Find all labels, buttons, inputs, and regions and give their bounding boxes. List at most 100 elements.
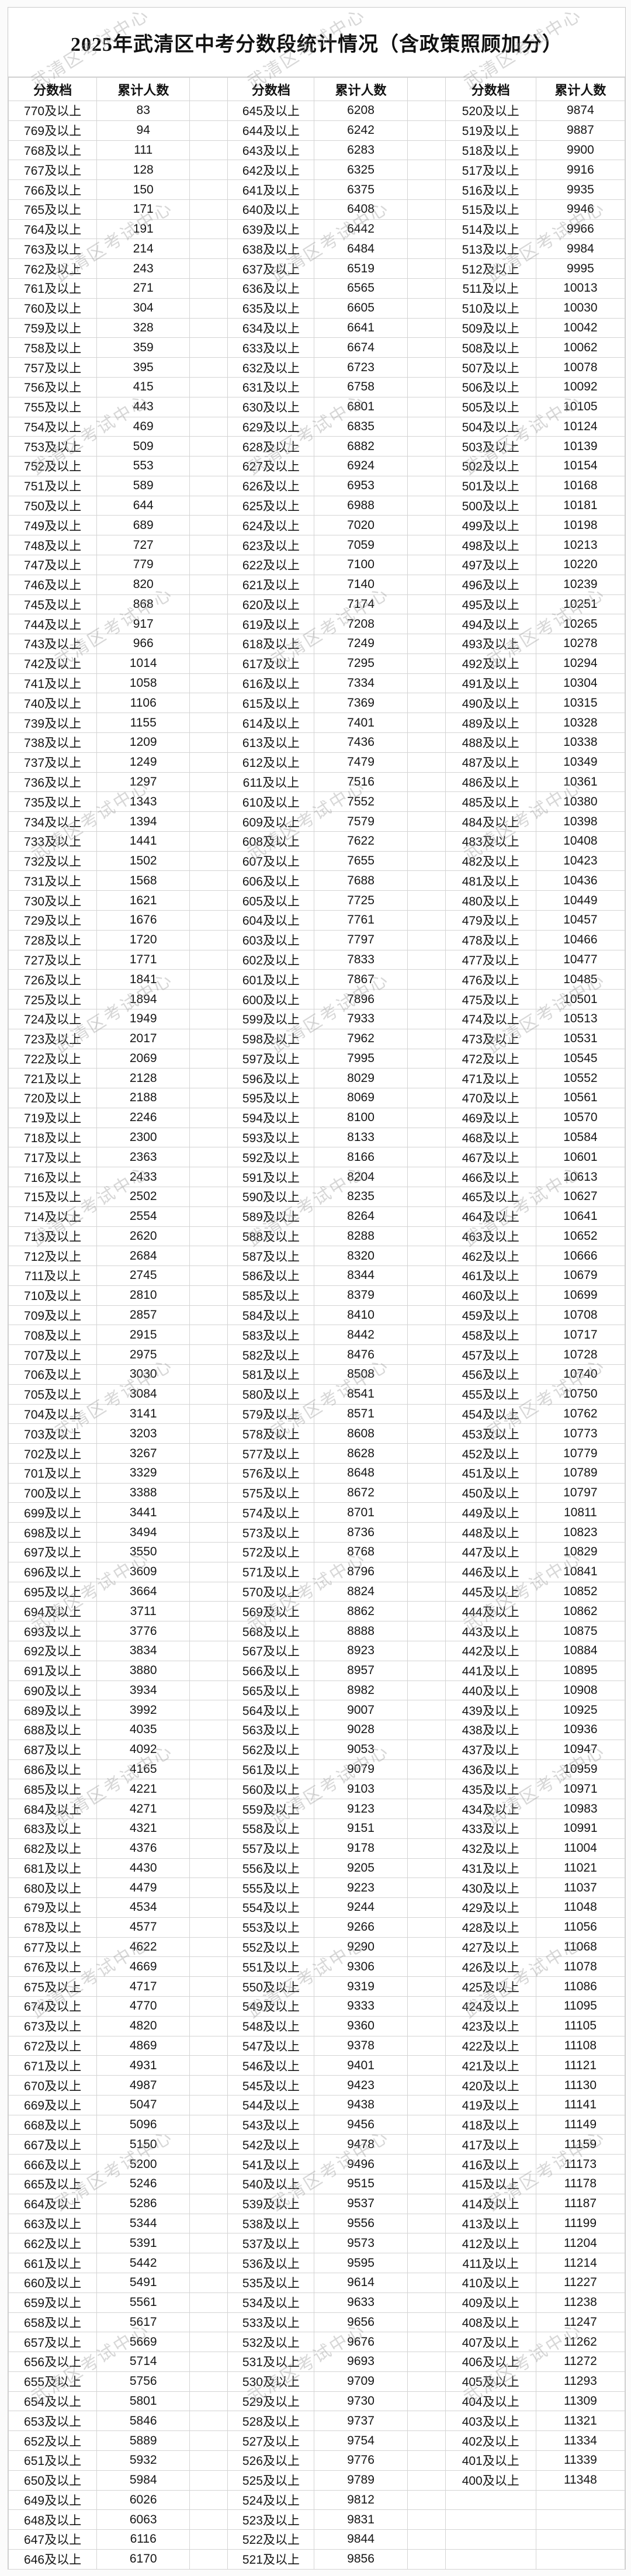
table-row: 701及以上 3329 576及以上 8648 451及以上 10789 [8,1462,626,1484]
spacer-cell [189,1640,228,1661]
spacer-cell [189,1601,228,1622]
count-cell: 8957 [314,1660,408,1681]
count-cell: 917 [96,614,190,635]
score-cell: 473及以上 [445,1028,536,1049]
count-cell: 11108 [535,2035,626,2056]
spacer-cell [407,831,446,852]
count-cell: 10457 [535,910,626,931]
score-cell: 613及以上 [227,732,315,753]
table-row: 758及以上 359 633及以上 6674 508及以上 10062 [8,337,626,358]
table-row: 705及以上 3084 580及以上 8541 455及以上 10750 [8,1384,626,1405]
count-cell: 9306 [314,1956,408,1977]
count-cell: 7369 [314,693,408,714]
count-cell: 10078 [535,357,626,378]
spacer-cell [407,1028,446,1049]
score-cell: 405及以上 [445,2371,536,2392]
spacer-cell [407,2391,446,2412]
score-cell: 457及以上 [445,1344,536,1365]
spacer-cell [189,2529,228,2550]
score-cell: 612及以上 [227,752,315,773]
spacer-cell [189,1799,228,1819]
count-cell: 10570 [535,1107,626,1128]
count-cell: 9053 [314,1739,408,1760]
count-cell: 6924 [314,456,408,476]
count-cell: 10198 [535,515,626,536]
count-cell: 10105 [535,396,626,417]
spacer-cell [407,140,446,161]
table-row: 725及以上 1894 600及以上 7896 475及以上 10501 [8,989,626,1009]
count-cell: 1106 [96,693,190,714]
count-cell: 3711 [96,1601,190,1622]
score-cell: 496及以上 [445,574,536,595]
score-cell: 538及以上 [227,2213,315,2234]
spacer-cell [189,2272,228,2293]
table-row: 682及以上 4376 557及以上 9178 432及以上 11004 [8,1838,626,1859]
score-cell: 487及以上 [445,752,536,773]
score-cell: 606及以上 [227,870,315,891]
score-cell: 428及以上 [445,1917,536,1938]
table-row: 675及以上 4717 550及以上 9319 425及以上 11086 [8,1976,626,1997]
count-cell: 271 [96,278,190,299]
score-cell: 704及以上 [8,1403,98,1424]
spacer-cell [407,910,446,931]
table-row: 648及以上 6063 523及以上 9831 [8,2509,626,2530]
table-row: 733及以上 1441 608及以上 7622 483及以上 10408 [8,831,626,852]
spacer-cell [407,1522,446,1543]
count-cell: 10278 [535,634,626,654]
score-cell: 665及以上 [8,2174,98,2194]
spacer-cell [407,1937,446,1958]
score-cell: 648及以上 [8,2509,98,2530]
score-cell: 646及以上 [8,2549,98,2570]
table-row: 690及以上 3934 565及以上 8982 440及以上 10908 [8,1680,626,1701]
score-cell: 604及以上 [227,910,315,931]
count-cell: 10168 [535,475,626,496]
count-cell: 11199 [535,2213,626,2234]
score-cell: 536及以上 [227,2253,315,2273]
score-cell: 516及以上 [445,179,536,200]
score-cell: 641及以上 [227,179,315,200]
score-cell: 445及以上 [445,1581,536,1602]
table-row: 736及以上 1297 611及以上 7516 486及以上 10361 [8,772,626,793]
score-cell: 415及以上 [445,2174,536,2194]
table-row: 650及以上 5984 525及以上 9789 400及以上 11348 [8,2470,626,2491]
score-cell: 720及以上 [8,1088,98,1108]
table-row: 722及以上 2069 597及以上 7995 472及以上 10545 [8,1048,626,1069]
score-cell: 411及以上 [445,2253,536,2273]
count-cell: 214 [96,238,190,260]
count-cell: 11247 [535,2312,626,2333]
spacer-cell [407,1581,446,1602]
count-cell: 9633 [314,2292,408,2313]
score-cell: 572及以上 [227,1542,315,1562]
count-cell: 7516 [314,772,408,793]
table-row: 720及以上 2188 595及以上 8069 470及以上 10561 [8,1088,626,1108]
count-cell: 11262 [535,2332,626,2353]
count-cell: 1720 [96,929,190,950]
spacer-cell [189,1877,228,1899]
count-cell: 11238 [535,2292,626,2313]
score-cell: 625及以上 [227,495,315,516]
spacer-cell [189,1522,228,1543]
score-cell: 607及以上 [227,850,315,872]
count-cell: 9831 [314,2509,408,2530]
score-cell [445,2489,536,2511]
table-row: 711及以上 2745 586及以上 8344 461及以上 10679 [8,1265,626,1286]
table-row: 659及以上 5561 534及以上 9633 409及以上 11238 [8,2292,626,2313]
score-cell: 463及以上 [445,1226,536,1247]
spacer-cell [407,2114,446,2135]
score-cell: 479及以上 [445,910,536,931]
score-cell: 666及以上 [8,2154,98,2175]
spacer-cell [407,2035,446,2056]
count-header: 累计人数 [96,77,190,101]
spacer-cell [189,337,228,358]
count-cell: 7725 [314,890,408,911]
count-cell: 8410 [314,1305,408,1326]
spacer-cell [407,2509,446,2530]
score-cell: 636及以上 [227,278,315,299]
score-cell: 621及以上 [227,574,315,595]
score-cell: 645及以上 [227,101,315,121]
spacer-cell [407,1167,446,1187]
count-cell: 7140 [314,574,408,595]
score-cell: 534及以上 [227,2292,315,2313]
spacer-cell [407,1838,446,1859]
count-cell: 8541 [314,1384,408,1405]
